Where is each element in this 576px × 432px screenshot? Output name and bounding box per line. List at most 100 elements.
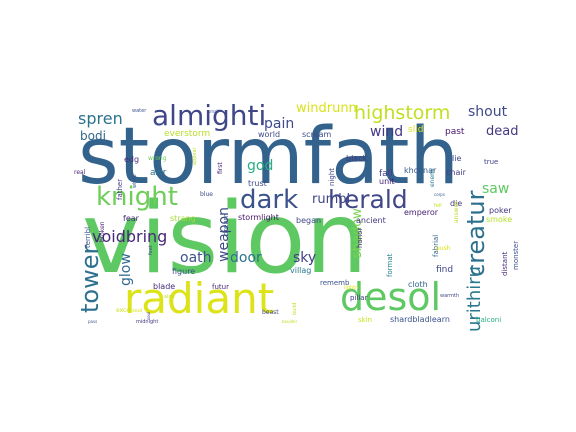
word-almighti: almighti [152, 99, 266, 132]
word-feet: feet [148, 245, 154, 255]
word-skin: skin [358, 316, 372, 324]
word-balconi: balconi [476, 316, 501, 324]
word-radiant: radiant [124, 274, 274, 323]
word-ancient: ancient [356, 216, 386, 225]
word-creatur: creatur [462, 190, 490, 277]
word-shout: shout [468, 104, 508, 120]
word-black: black [346, 154, 368, 163]
word-highstorm: highstorm [354, 102, 450, 124]
word-honor: honor [356, 228, 364, 248]
word-stormlight: stormlight [238, 213, 279, 222]
word-push: push [436, 245, 451, 252]
word-chair: chair [446, 168, 467, 177]
word-shardbladlearn: shardbladlearn [390, 315, 450, 324]
word-knight: knight [96, 182, 178, 212]
word-night: night [328, 168, 336, 186]
word-world: world [258, 130, 280, 139]
word-true: true [484, 158, 498, 166]
word-glow: glow [118, 253, 134, 286]
word-first: first [217, 162, 224, 174]
word-oath: oath [180, 250, 212, 266]
word-bodi: bodi [80, 129, 106, 143]
word-slid: slid [408, 125, 423, 135]
word-shadow: shadow [350, 208, 365, 258]
word-fall: fall [379, 169, 393, 179]
word-dream: dream [222, 213, 230, 236]
word-dead: dead [486, 124, 518, 139]
word-build: build [292, 303, 298, 315]
word-format: format [386, 253, 394, 277]
word-began: began [296, 216, 321, 225]
word-blade: blade [153, 282, 175, 291]
word-poker: poker [489, 206, 512, 215]
word-warmth: warmth [440, 293, 459, 299]
word-boulder: boulder [282, 319, 298, 324]
word-lie: lie [452, 154, 461, 163]
word-water: water [132, 108, 147, 114]
word-windrunn: windrunn [296, 101, 357, 116]
word-fear: fear [123, 214, 140, 223]
word-futur: futur [212, 283, 229, 291]
word-smoke: smoke [486, 215, 512, 224]
word-find: find [436, 265, 453, 275]
word-spren: spren [78, 109, 123, 128]
word-monster: monster [512, 241, 520, 270]
word-edg: edg [124, 155, 139, 164]
word-strang: strang [170, 214, 196, 223]
word-midnight: midnight [136, 319, 158, 325]
word-trust: trust [248, 179, 267, 188]
word-father: father [116, 179, 124, 200]
word-real: real [74, 169, 86, 176]
word-lightn: lightn [344, 285, 358, 291]
word-terribl: terribl [84, 227, 92, 248]
word-unit: unit [379, 177, 395, 186]
word-herald: herald [328, 185, 408, 214]
word-fabrial: fabrial [432, 235, 440, 257]
word-soul: soul [132, 308, 142, 314]
word-wind: wind [370, 124, 403, 140]
word-past: past [445, 127, 465, 137]
word-die: die [450, 199, 462, 208]
word-soul-vertical: soul [146, 312, 151, 320]
word-wrong: wrong [148, 155, 167, 162]
word-white: white [132, 174, 138, 188]
word-cloth: cloth [408, 280, 428, 289]
word-rememb: rememb [320, 279, 350, 287]
word-enemi: enemi [429, 168, 436, 187]
word-pillar: pillar [350, 294, 368, 302]
word-corps: corps [434, 192, 445, 197]
word-answer: answer [453, 201, 460, 223]
word-rumbl: rumbl [312, 192, 350, 207]
word-alon: alon [164, 294, 175, 300]
word-weapon: weapon [216, 207, 232, 262]
word-scream: scream [302, 130, 332, 139]
word-vision: vision [82, 182, 368, 296]
word-broken: broken [99, 221, 106, 242]
word-pain: pain [264, 116, 294, 132]
word-beast: beast [262, 309, 279, 316]
word-excel: excel [116, 307, 132, 314]
word-tower: tower [76, 245, 104, 313]
word-fell: fell [434, 203, 442, 209]
word-figure: figure [172, 267, 195, 276]
word-everstorm: everstorm [164, 129, 210, 139]
word-villag: villag [290, 266, 311, 275]
word-appear: appear [192, 146, 198, 165]
word-god: god [247, 158, 273, 174]
word-kholinar: kholinar [404, 166, 437, 175]
word-dark: dark [240, 185, 298, 215]
word-blue: blue [200, 191, 213, 198]
word-emperor: emperor [404, 208, 439, 217]
word-stormfath: stormfath [78, 112, 459, 202]
word-voidbring: voidbring [92, 227, 167, 246]
word-door: door [230, 250, 262, 266]
word-desol: desol [340, 275, 441, 319]
word-pass: pass [88, 319, 97, 324]
word-saw: saw [482, 181, 509, 197]
word-azir: azir [150, 168, 167, 178]
word-small: small [208, 109, 219, 114]
word-urithiru: urithiru [464, 266, 485, 332]
word-sky: sky [293, 250, 316, 266]
word-distant: distant [501, 251, 509, 276]
